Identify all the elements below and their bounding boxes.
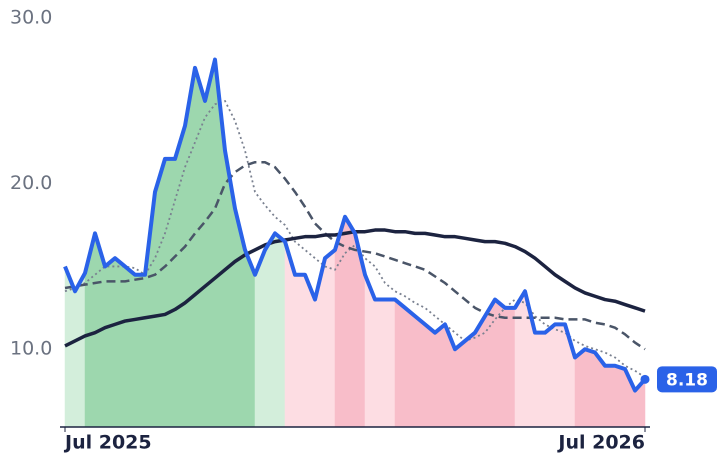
area-fill [164,158,176,428]
end-dot [640,374,650,384]
area-fill [104,257,116,428]
area-fill [544,323,556,428]
area-fill [324,249,336,428]
y-tick-label: 30.0 [10,7,52,29]
area-fill [384,299,396,428]
area-fill [254,249,266,428]
area-fill [464,332,476,428]
y-tick-label: 10.0 [10,338,52,360]
area-fill [244,249,256,428]
value-label: 8.18 [666,370,708,390]
series-line [63,57,647,393]
x-tick-label: Jul 2025 [63,432,152,454]
area-fill [124,265,136,428]
series-line [64,160,646,351]
area-fill [374,299,386,428]
area-fill [484,298,496,428]
area-fill [134,274,146,428]
area-fill [574,348,586,428]
area-fill [414,315,426,428]
area-fill [294,274,306,428]
x-tick-label: Jul 2026 [556,432,645,454]
area-fill [424,323,436,428]
area-fill [194,67,206,428]
area-fill [74,272,86,428]
area-fill [614,365,626,428]
area-fill [504,307,516,428]
value-badge [657,366,717,393]
area-fill [404,307,416,428]
y-tick-label: 20.0 [10,172,52,194]
area-fill [154,158,166,428]
area-fill [114,257,126,428]
area-fill [584,348,596,428]
area-fill [514,290,526,428]
area-fill [274,232,286,428]
series-line [64,100,646,379]
area-fill [534,332,546,428]
area-fill [264,232,276,428]
area-fill [434,323,446,428]
area-fill [554,324,566,428]
area-fill [394,299,406,428]
area-fill [454,340,466,428]
area-fill [604,365,616,428]
